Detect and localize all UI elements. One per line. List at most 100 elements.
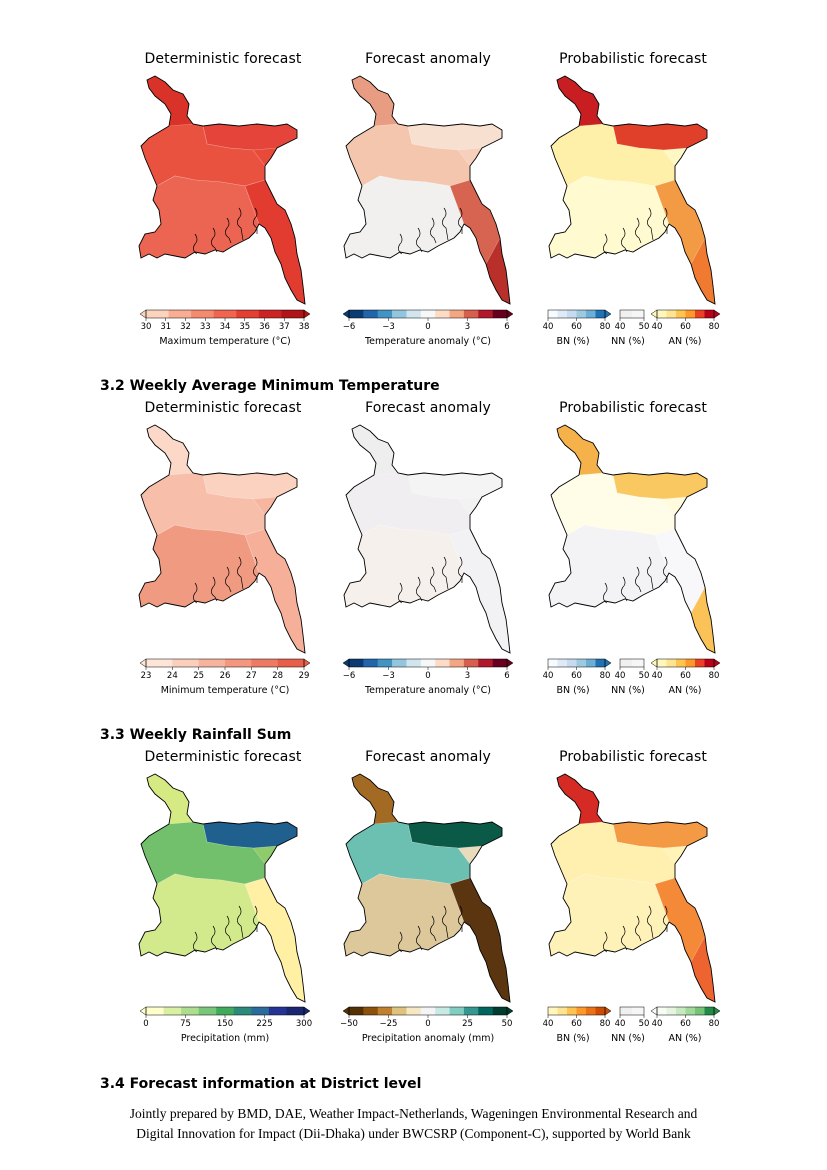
panel-title-probabilistic: Probabilistic forecast (559, 51, 707, 67)
colorbar-tick-label: 40 (543, 671, 554, 681)
colorbar-tick-label: 50 (639, 671, 650, 681)
colorbar-tick-label: 40 (615, 322, 626, 332)
colorbar-tick-label: 3 (465, 322, 470, 332)
colorbar-tick-label: 25 (193, 671, 204, 681)
panel-title-deterministic: Deterministic forecast (144, 400, 302, 416)
panel-title-probabilistic: Probabilistic forecast (559, 749, 707, 765)
footer-line-1: Jointly prepared by BMD, DAE, Weather Im… (129, 1106, 698, 1121)
panel-title-anomaly: Forecast anomaly (365, 51, 491, 67)
colorbar-tick-label: −6 (343, 322, 356, 332)
colorbar-label-nn: NN (%) (611, 336, 645, 347)
colorbar-tick-label: 75 (180, 1019, 191, 1029)
colorbar-tick-label: 40 (543, 322, 554, 332)
colorbar-temperature-anomaly: −6 −3 0 3 6 (342, 658, 514, 681)
colorbar-tick-label: 80 (600, 1019, 611, 1029)
colorbar-tick-label: 40 (652, 322, 663, 332)
colorbar-tick-label: 23 (141, 671, 152, 681)
colorbar-tick-label: 40 (652, 1019, 663, 1029)
map-min-temp-anomaly (340, 417, 520, 677)
section-heading-rainfall: 3.3 Weekly Rainfall Sum (100, 727, 292, 743)
colorbar-tick-label: 27 (246, 671, 257, 681)
colorbar-tick-label: 28 (272, 671, 283, 681)
colorbar-probabilistic: 40 60 80 40 50 40 60 80 (543, 309, 721, 332)
colorbar-tick-label: 40 (652, 671, 663, 681)
colorbar-tick-label: −6 (343, 671, 356, 681)
colorbar-min-temperature: 23 24 25 26 27 28 29 (139, 658, 311, 681)
colorbar-tick-label: 40 (543, 1019, 554, 1029)
colorbar-tick-label: 40 (615, 671, 626, 681)
map-max-temp-deterministic (135, 68, 315, 328)
panel-title-probabilistic: Probabilistic forecast (559, 400, 707, 416)
colorbar-tick-label: 50 (639, 322, 650, 332)
colorbar-label-precipitation: Precipitation (mm) (180, 1033, 270, 1044)
colorbar-tick-label: −50 (340, 1019, 358, 1029)
colorbar-precipitation: 0 75 150 225 300 (139, 1006, 312, 1029)
colorbar-tick-label: 50 (639, 1019, 650, 1029)
colorbar-label-nn: NN (%) (611, 1033, 645, 1044)
colorbar-tick-label: 36 (259, 322, 270, 332)
section-heading-district: 3.4 Forecast information at District lev… (100, 1076, 422, 1092)
colorbar-tick-label: 50 (502, 1019, 513, 1029)
colorbar-label-min-temperature: Minimum temperature (°C) (160, 685, 290, 696)
colorbar-tick-label: 60 (571, 1019, 582, 1029)
colorbar-tick-label: 38 (299, 322, 310, 332)
map-min-temp-deterministic (135, 417, 315, 677)
colorbar-tick-label: 60 (571, 671, 582, 681)
colorbar-label-max-temperature: Maximum temperature (°C) (159, 336, 291, 347)
colorbar-tick-label: 60 (571, 322, 582, 332)
colorbar-tick-label: 60 (680, 322, 691, 332)
colorbar-tick-label: 26 (220, 671, 231, 681)
colorbar-probabilistic: 40 60 80 40 50 40 60 80 (543, 1006, 721, 1029)
colorbar-tick-label: 35 (239, 322, 250, 332)
colorbar-tick-label: 150 (217, 1019, 233, 1029)
map-rainfall-anomaly (340, 766, 520, 1026)
colorbar-label-bn: BN (%) (556, 685, 590, 696)
colorbar-label-bn: BN (%) (556, 336, 590, 347)
colorbar-tick-label: −25 (380, 1019, 398, 1029)
colorbar-tick-label: 33 (200, 322, 211, 332)
colorbar-tick-label: 225 (256, 1019, 272, 1029)
colorbar-tick-label: 300 (296, 1019, 312, 1029)
colorbar-tick-label: 3 (465, 671, 470, 681)
colorbar-tick-label: 80 (709, 671, 720, 681)
colorbar-tick-label: 25 (462, 1019, 473, 1029)
colorbar-tick-label: −3 (382, 322, 395, 332)
footer: Jointly prepared by BMD, DAE, Weather Im… (0, 1104, 827, 1144)
colorbar-tick-label: 30 (141, 322, 152, 332)
colorbar-tick-label: 60 (680, 671, 691, 681)
colorbar-probabilistic: 40 60 80 40 50 40 60 80 (543, 658, 721, 681)
colorbar-tick-label: 24 (167, 671, 178, 681)
colorbar-tick-label: 29 (299, 671, 310, 681)
map-max-temp-anomaly (340, 68, 520, 328)
colorbar-label-an: AN (%) (668, 1033, 702, 1044)
colorbar-label-nn: NN (%) (611, 685, 645, 696)
colorbar-max-temperature: 30 31 32 33 34 35 36 37 38 (139, 309, 311, 332)
colorbar-label-an: AN (%) (668, 685, 702, 696)
map-max-temp-probabilistic (545, 68, 725, 328)
colorbar-label-bn: BN (%) (556, 1033, 590, 1044)
colorbar-label-temperature-anomaly: Temperature anomaly (°C) (364, 685, 491, 696)
panel-title-anomaly: Forecast anomaly (365, 400, 491, 416)
colorbar-label-an: AN (%) (668, 336, 702, 347)
colorbar-tick-label: 0 (425, 671, 430, 681)
colorbar-tick-label: 6 (504, 322, 509, 332)
panel-title-anomaly: Forecast anomaly (365, 749, 491, 765)
map-min-temp-probabilistic (545, 417, 725, 677)
section-heading-min-temperature: 3.2 Weekly Average Minimum Temperature (100, 378, 440, 394)
map-rainfall-probabilistic (545, 766, 725, 1026)
colorbar-tick-label: 40 (615, 1019, 626, 1029)
colorbar-precipitation-anomaly: −50 −25 0 25 50 (340, 1006, 514, 1029)
map-rainfall-deterministic (135, 766, 315, 1026)
colorbar-tick-label: 80 (709, 1019, 720, 1029)
colorbar-tick-label: 60 (680, 1019, 691, 1029)
colorbar-tick-label: 37 (279, 322, 290, 332)
colorbar-tick-label: −3 (382, 671, 395, 681)
colorbar-label-temperature-anomaly: Temperature anomaly (°C) (364, 336, 491, 347)
colorbar-tick-label: 0 (425, 322, 430, 332)
colorbar-tick-label: 34 (220, 322, 231, 332)
colorbar-tick-label: 6 (504, 671, 509, 681)
colorbar-tick-label: 0 (143, 1019, 148, 1029)
colorbar-tick-label: 0 (425, 1019, 430, 1029)
footer-line-2: Digital Innovation for Impact (Dii-Dhaka… (136, 1126, 691, 1141)
colorbar-tick-label: 80 (600, 671, 611, 681)
